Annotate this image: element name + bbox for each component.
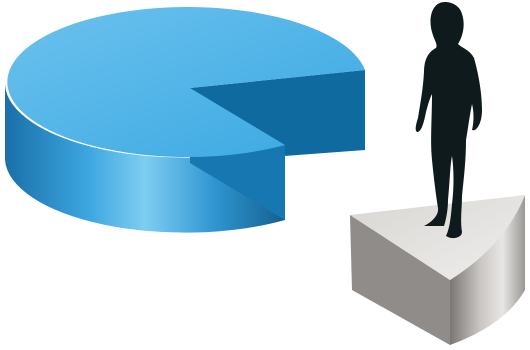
- slice-side-left: [350, 215, 450, 345]
- pie-side: [5, 85, 285, 233]
- silhouette: [415, 2, 482, 239]
- slice-top: [350, 195, 525, 280]
- pie-top: [7, 7, 366, 158]
- slice-side-curved: [450, 195, 525, 345]
